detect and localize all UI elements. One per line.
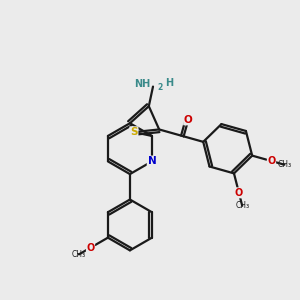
- Text: N: N: [148, 156, 156, 167]
- Text: 2: 2: [157, 83, 162, 92]
- Text: O: O: [267, 156, 276, 166]
- Text: O: O: [86, 243, 94, 253]
- Text: CH₃: CH₃: [235, 201, 249, 210]
- Text: H: H: [165, 78, 173, 88]
- Text: S: S: [130, 127, 138, 137]
- Text: NH: NH: [134, 79, 150, 89]
- Text: O: O: [184, 115, 193, 124]
- Text: CH₃: CH₃: [277, 160, 292, 169]
- Text: CH₃: CH₃: [72, 250, 86, 259]
- Text: O: O: [235, 188, 243, 198]
